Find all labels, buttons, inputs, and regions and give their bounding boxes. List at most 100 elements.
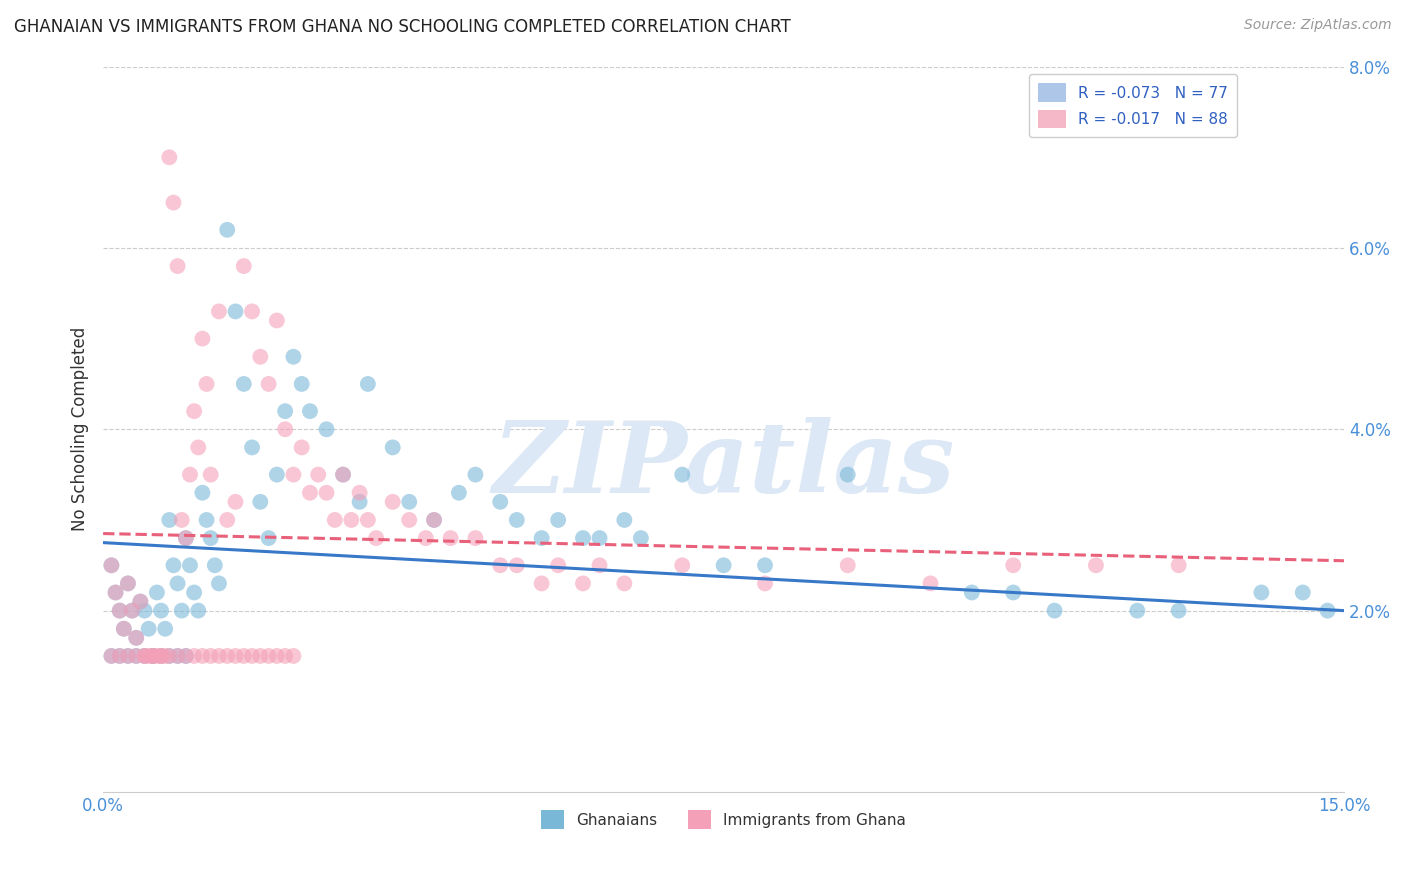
Point bbox=[150, 648, 173, 663]
Point bbox=[142, 648, 165, 663]
Point bbox=[174, 648, 197, 663]
Point bbox=[224, 304, 246, 318]
Point bbox=[129, 594, 152, 608]
Point bbox=[572, 576, 595, 591]
Point bbox=[754, 576, 776, 591]
Point bbox=[200, 531, 222, 545]
Point bbox=[423, 513, 446, 527]
Point bbox=[572, 531, 595, 545]
Point bbox=[1084, 558, 1107, 573]
Point bbox=[249, 495, 271, 509]
Point bbox=[125, 648, 148, 663]
Point bbox=[357, 376, 380, 391]
Point bbox=[100, 648, 122, 663]
Point bbox=[530, 576, 553, 591]
Point bbox=[170, 513, 193, 527]
Point bbox=[112, 622, 135, 636]
Point bbox=[138, 648, 160, 663]
Point bbox=[464, 467, 486, 482]
Point bbox=[112, 622, 135, 636]
Text: ZIPatlas: ZIPatlas bbox=[492, 417, 955, 514]
Point bbox=[837, 558, 859, 573]
Point bbox=[208, 304, 231, 318]
Text: Source: ZipAtlas.com: Source: ZipAtlas.com bbox=[1244, 18, 1392, 32]
Point bbox=[121, 604, 143, 618]
Point bbox=[166, 576, 188, 591]
Point bbox=[630, 531, 652, 545]
Point bbox=[349, 495, 371, 509]
Point bbox=[489, 558, 512, 573]
Point bbox=[298, 404, 321, 418]
Legend: Ghanaians, Immigrants from Ghana: Ghanaians, Immigrants from Ghana bbox=[536, 805, 912, 835]
Point bbox=[166, 648, 188, 663]
Point bbox=[232, 259, 254, 273]
Point bbox=[613, 513, 636, 527]
Point bbox=[257, 376, 280, 391]
Point bbox=[162, 195, 184, 210]
Point bbox=[1002, 558, 1025, 573]
Point bbox=[489, 495, 512, 509]
Point bbox=[415, 531, 437, 545]
Point bbox=[232, 648, 254, 663]
Point bbox=[179, 467, 201, 482]
Point bbox=[187, 604, 209, 618]
Point bbox=[291, 376, 314, 391]
Point bbox=[174, 648, 197, 663]
Point bbox=[224, 648, 246, 663]
Point bbox=[104, 585, 127, 599]
Point bbox=[315, 422, 337, 436]
Point bbox=[332, 467, 354, 482]
Point bbox=[257, 531, 280, 545]
Point bbox=[332, 467, 354, 482]
Point bbox=[1002, 585, 1025, 599]
Point bbox=[398, 513, 420, 527]
Point bbox=[157, 150, 180, 164]
Point bbox=[195, 376, 218, 391]
Point bbox=[117, 648, 139, 663]
Point bbox=[134, 648, 156, 663]
Point bbox=[200, 467, 222, 482]
Point bbox=[134, 648, 156, 663]
Point bbox=[142, 648, 165, 663]
Point bbox=[266, 648, 288, 663]
Point bbox=[217, 223, 239, 237]
Point bbox=[129, 594, 152, 608]
Point bbox=[506, 558, 529, 573]
Point bbox=[150, 648, 173, 663]
Point bbox=[108, 648, 131, 663]
Point bbox=[257, 648, 280, 663]
Point bbox=[183, 648, 205, 663]
Point bbox=[357, 513, 380, 527]
Point bbox=[283, 350, 305, 364]
Point bbox=[315, 485, 337, 500]
Point bbox=[754, 558, 776, 573]
Point bbox=[150, 604, 173, 618]
Point bbox=[298, 485, 321, 500]
Point bbox=[166, 259, 188, 273]
Point bbox=[671, 467, 693, 482]
Point bbox=[232, 376, 254, 391]
Point bbox=[1292, 585, 1315, 599]
Point bbox=[266, 467, 288, 482]
Point bbox=[170, 604, 193, 618]
Point bbox=[283, 467, 305, 482]
Point bbox=[464, 531, 486, 545]
Point bbox=[249, 648, 271, 663]
Point bbox=[200, 648, 222, 663]
Point bbox=[117, 648, 139, 663]
Point bbox=[208, 648, 231, 663]
Point bbox=[174, 531, 197, 545]
Point bbox=[283, 648, 305, 663]
Point bbox=[187, 441, 209, 455]
Point bbox=[530, 531, 553, 545]
Point bbox=[157, 513, 180, 527]
Point bbox=[191, 648, 214, 663]
Point bbox=[366, 531, 388, 545]
Point bbox=[920, 576, 942, 591]
Point bbox=[204, 558, 226, 573]
Point bbox=[125, 631, 148, 645]
Point bbox=[183, 404, 205, 418]
Point bbox=[1167, 558, 1189, 573]
Point bbox=[195, 513, 218, 527]
Point bbox=[671, 558, 693, 573]
